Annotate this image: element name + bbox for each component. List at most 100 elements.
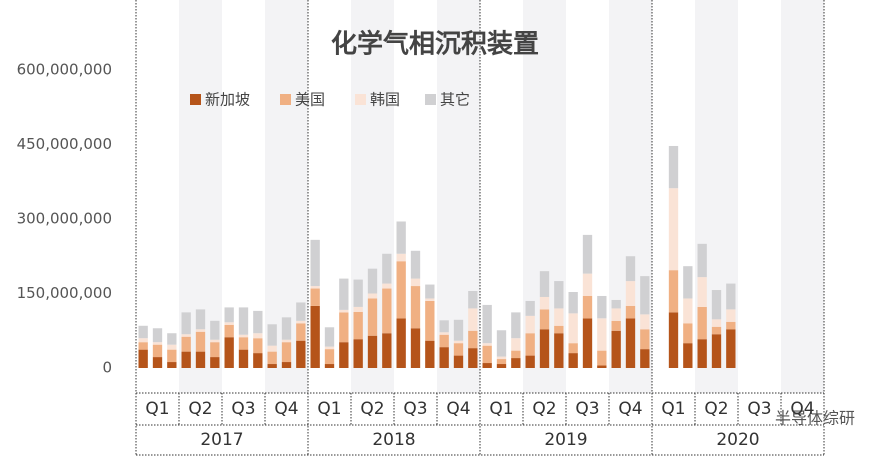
bar-segment — [582, 318, 593, 368]
bar-segment — [382, 283, 392, 289]
bar-segment — [367, 268, 378, 294]
bar-segment — [511, 338, 521, 351]
bar-segment — [324, 327, 335, 347]
bar-segment — [568, 292, 578, 314]
bar-segment — [339, 309, 349, 313]
bar-segment — [324, 349, 335, 365]
y-tick-label: 600,000,000 — [17, 61, 112, 79]
bar-segment — [726, 309, 736, 322]
bar-segment — [195, 351, 206, 368]
bar-segment — [238, 349, 249, 368]
bar-segment — [539, 271, 550, 297]
bar-segment — [425, 340, 435, 368]
bar-segment — [625, 318, 636, 368]
legend-swatch — [190, 94, 201, 105]
bar-segment — [726, 321, 736, 330]
bar-segment — [152, 342, 163, 345]
bar-segment — [425, 298, 435, 301]
bar-segment — [410, 328, 421, 368]
bar-segment — [482, 343, 492, 346]
quarter-label: Q4 — [790, 399, 814, 419]
legend-swatch — [280, 94, 291, 105]
legend-label: 韩国 — [370, 91, 400, 109]
bar-segment — [697, 243, 707, 278]
bar-segment — [210, 320, 220, 340]
bar-segment — [582, 295, 593, 319]
bar-segment — [396, 221, 406, 254]
bar-segment — [640, 349, 650, 368]
y-tick-label: 300,000,000 — [17, 210, 112, 228]
bar-segment — [525, 315, 535, 334]
bar-segment — [396, 253, 406, 262]
bar-segment — [726, 283, 736, 310]
bar-segment — [711, 319, 722, 327]
bar-segment — [238, 307, 249, 335]
quarter-label: Q1 — [145, 399, 169, 419]
bar-segment — [281, 339, 292, 343]
bar-segment — [468, 308, 478, 331]
bar-segment — [453, 319, 464, 341]
bar-segment — [468, 348, 478, 368]
bar-segment — [138, 325, 148, 339]
bar-segment — [281, 362, 292, 368]
bar-segment — [310, 305, 320, 368]
legend-swatch — [355, 94, 366, 105]
bar-segment — [367, 335, 378, 368]
bar-segment — [597, 318, 607, 351]
quarter-label: Q2 — [360, 399, 384, 419]
bar-segment — [353, 339, 363, 368]
bar-segment — [482, 363, 492, 368]
bar-segment — [439, 334, 449, 348]
bar-segment — [181, 334, 191, 337]
bar-segment — [410, 250, 421, 279]
bar-segment — [152, 357, 163, 368]
bar-segment — [683, 298, 693, 324]
bar-segment — [597, 365, 607, 368]
bar-segment — [640, 314, 650, 330]
bar-segment — [683, 343, 693, 368]
bar-segment — [296, 320, 306, 324]
bar-segment — [453, 355, 464, 368]
bar-segment — [525, 355, 535, 368]
legend-label: 美国 — [295, 91, 325, 109]
bar-segment — [453, 340, 464, 344]
bar-segment — [138, 342, 148, 350]
quarter-label: Q4 — [618, 399, 642, 419]
bar-segment — [152, 328, 163, 343]
bar-segment — [539, 309, 550, 330]
quarter-band — [781, 0, 824, 393]
bar-segment — [281, 317, 292, 340]
bar-segment — [697, 339, 707, 368]
year-label: 2020 — [716, 430, 759, 450]
bar-segment — [611, 320, 621, 331]
bar-segment — [410, 286, 421, 329]
bar-segment — [697, 306, 707, 340]
bar-segment — [582, 234, 593, 274]
bar-segment — [668, 270, 679, 313]
bar-segment — [511, 358, 521, 368]
bar-segment — [525, 333, 535, 356]
bar-segment — [468, 330, 478, 349]
bar-segment — [382, 333, 392, 368]
bar-segment — [195, 309, 206, 330]
quarter-label: Q3 — [231, 399, 255, 419]
bar-segment — [253, 353, 263, 368]
year-label: 2017 — [200, 430, 243, 450]
bar-segment — [138, 338, 148, 343]
bar-segment — [296, 340, 306, 368]
bar-segment — [554, 333, 564, 368]
bar-segment — [210, 342, 220, 358]
bar-segment — [410, 278, 421, 287]
bar-segment — [439, 320, 449, 333]
bar-segment — [597, 350, 607, 366]
bar-segment — [453, 343, 464, 356]
bar-segment — [167, 362, 177, 368]
quarter-label: Q2 — [188, 399, 212, 419]
quarter-label: Q3 — [747, 399, 771, 419]
bar-segment — [539, 329, 550, 368]
year-label: 2018 — [372, 430, 415, 450]
bar-segment — [224, 322, 234, 325]
bar-segment — [181, 312, 191, 335]
watermark: 半导体综研 — [775, 409, 855, 428]
year-label: 2019 — [544, 430, 587, 450]
